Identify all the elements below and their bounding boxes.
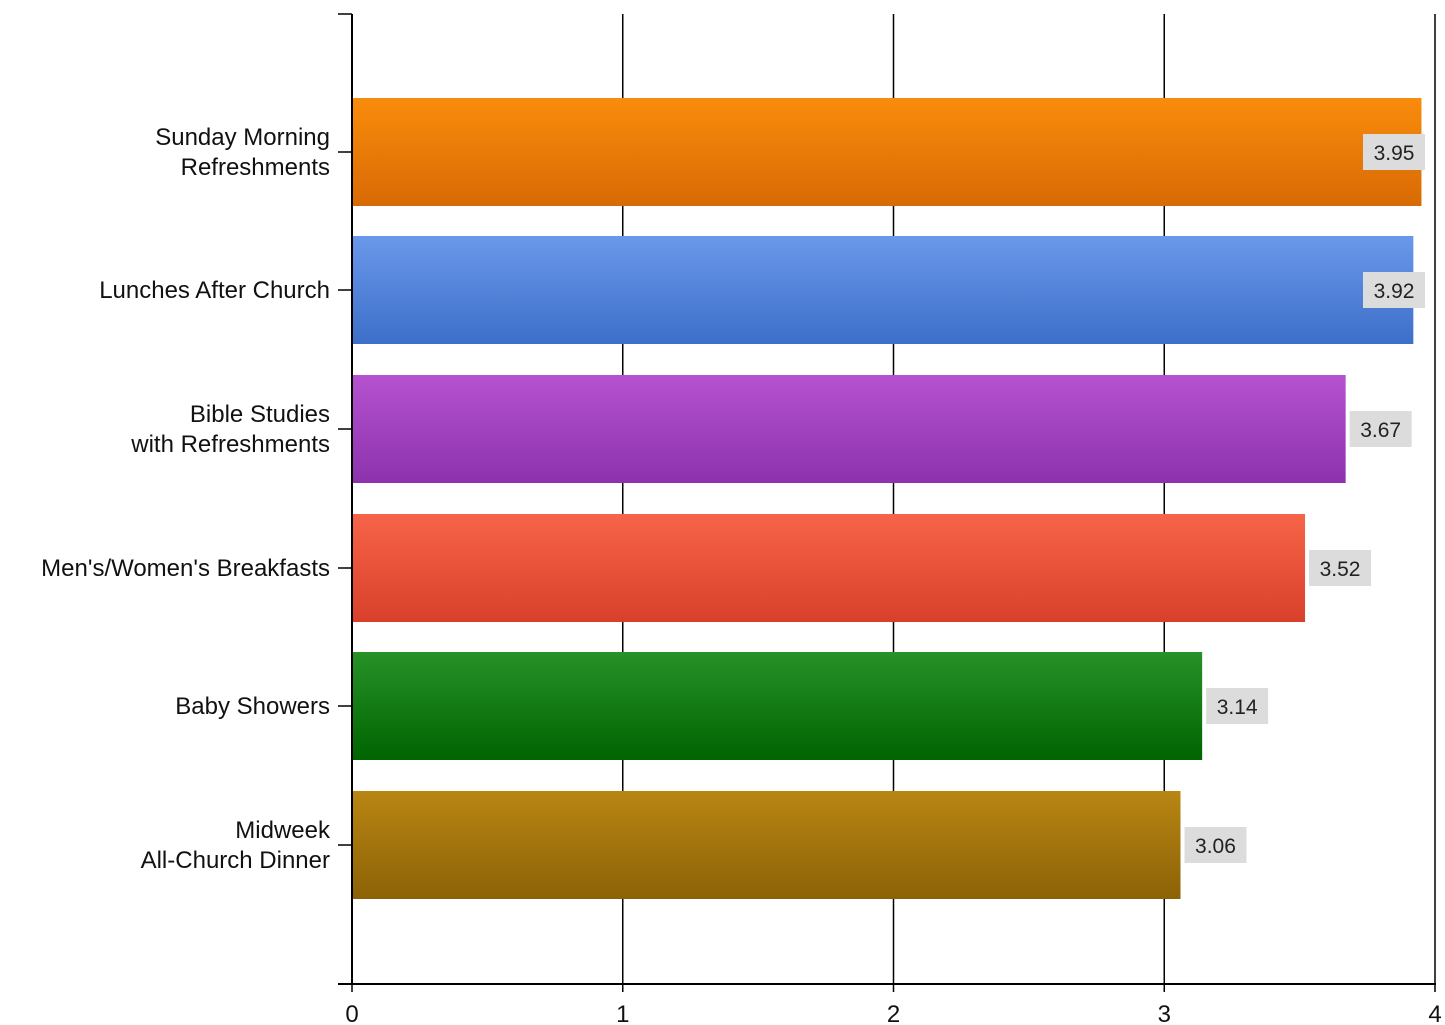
bar xyxy=(353,375,1346,483)
category-label: Bible Studies with Refreshments xyxy=(130,401,330,458)
value-label: 3.14 xyxy=(1217,696,1258,719)
value-label-bg xyxy=(1309,550,1372,586)
value-label: 3.92 xyxy=(1374,280,1415,303)
x-tick-label: 0 xyxy=(345,1001,358,1025)
bar xyxy=(353,791,1181,899)
bar xyxy=(353,236,1414,344)
value-label-bg xyxy=(1184,827,1247,863)
bars xyxy=(353,98,1422,899)
x-axis-ticks: 0 1 2 3 4 xyxy=(345,984,1442,1025)
value-labels: 3.95 3.92 3.67 3.52 3.14 3.06 xyxy=(1184,134,1425,863)
value-label-group: 3.92 xyxy=(1363,272,1425,308)
value-label-bg xyxy=(1206,688,1269,724)
category-label: Sunday Morning Refreshments xyxy=(155,124,330,181)
value-label-bg xyxy=(1349,411,1412,447)
value-label-group: 3.06 xyxy=(1184,827,1247,863)
value-label-bg xyxy=(1363,272,1425,308)
category-labels: Sunday Morning Refreshments Lunches After … xyxy=(41,124,352,874)
value-label-group: 3.14 xyxy=(1206,688,1269,724)
x-tick-label: 1 xyxy=(616,1001,629,1025)
bar xyxy=(353,98,1422,206)
category-label: Baby Showers xyxy=(175,693,330,720)
x-tick-label: 2 xyxy=(887,1001,900,1025)
category-label: Lunches After Church xyxy=(99,277,330,304)
bar xyxy=(353,652,1203,760)
category-label: Men's/Women's Breakfasts xyxy=(41,555,330,582)
value-label: 3.52 xyxy=(1320,558,1361,581)
category-label: Midweek All-Church Dinner xyxy=(141,817,331,874)
x-tick-label: 3 xyxy=(1158,1001,1171,1025)
value-label-group: 3.52 xyxy=(1309,550,1372,586)
value-label-group: 3.95 xyxy=(1363,134,1425,170)
value-label: 3.95 xyxy=(1374,142,1415,165)
value-label-group: 3.67 xyxy=(1349,411,1412,447)
axes xyxy=(338,13,1436,985)
x-tick-label: 4 xyxy=(1428,1001,1441,1025)
value-label: 3.06 xyxy=(1195,835,1236,858)
bar xyxy=(353,514,1306,622)
value-label-bg xyxy=(1363,134,1425,170)
value-label: 3.67 xyxy=(1360,419,1401,442)
